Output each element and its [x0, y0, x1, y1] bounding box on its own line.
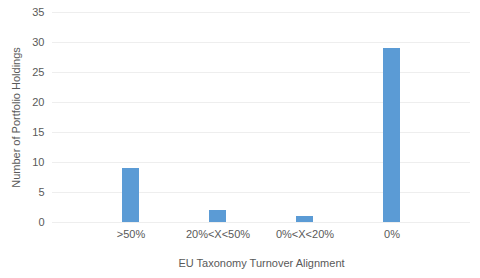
svg-text:0%: 0% — [384, 228, 400, 240]
svg-text:35: 35 — [32, 6, 44, 18]
svg-text:0%<X<20%: 0%<X<20% — [276, 228, 334, 240]
svg-text:30: 30 — [32, 36, 44, 48]
svg-text:EU Taxonomy Turnover Alignment: EU Taxonomy Turnover Alignment — [178, 257, 344, 269]
svg-text:Number of Portfolio Holdings: Number of Portfolio Holdings — [10, 47, 22, 188]
svg-text:0: 0 — [38, 216, 44, 228]
svg-text:10: 10 — [32, 156, 44, 168]
svg-text:5: 5 — [38, 186, 44, 198]
svg-text:25: 25 — [32, 66, 44, 78]
svg-text:20: 20 — [32, 96, 44, 108]
svg-text:>50%: >50% — [117, 228, 146, 240]
svg-text:15: 15 — [32, 126, 44, 138]
svg-text:20%<X<50%: 20%<X<50% — [186, 228, 250, 240]
